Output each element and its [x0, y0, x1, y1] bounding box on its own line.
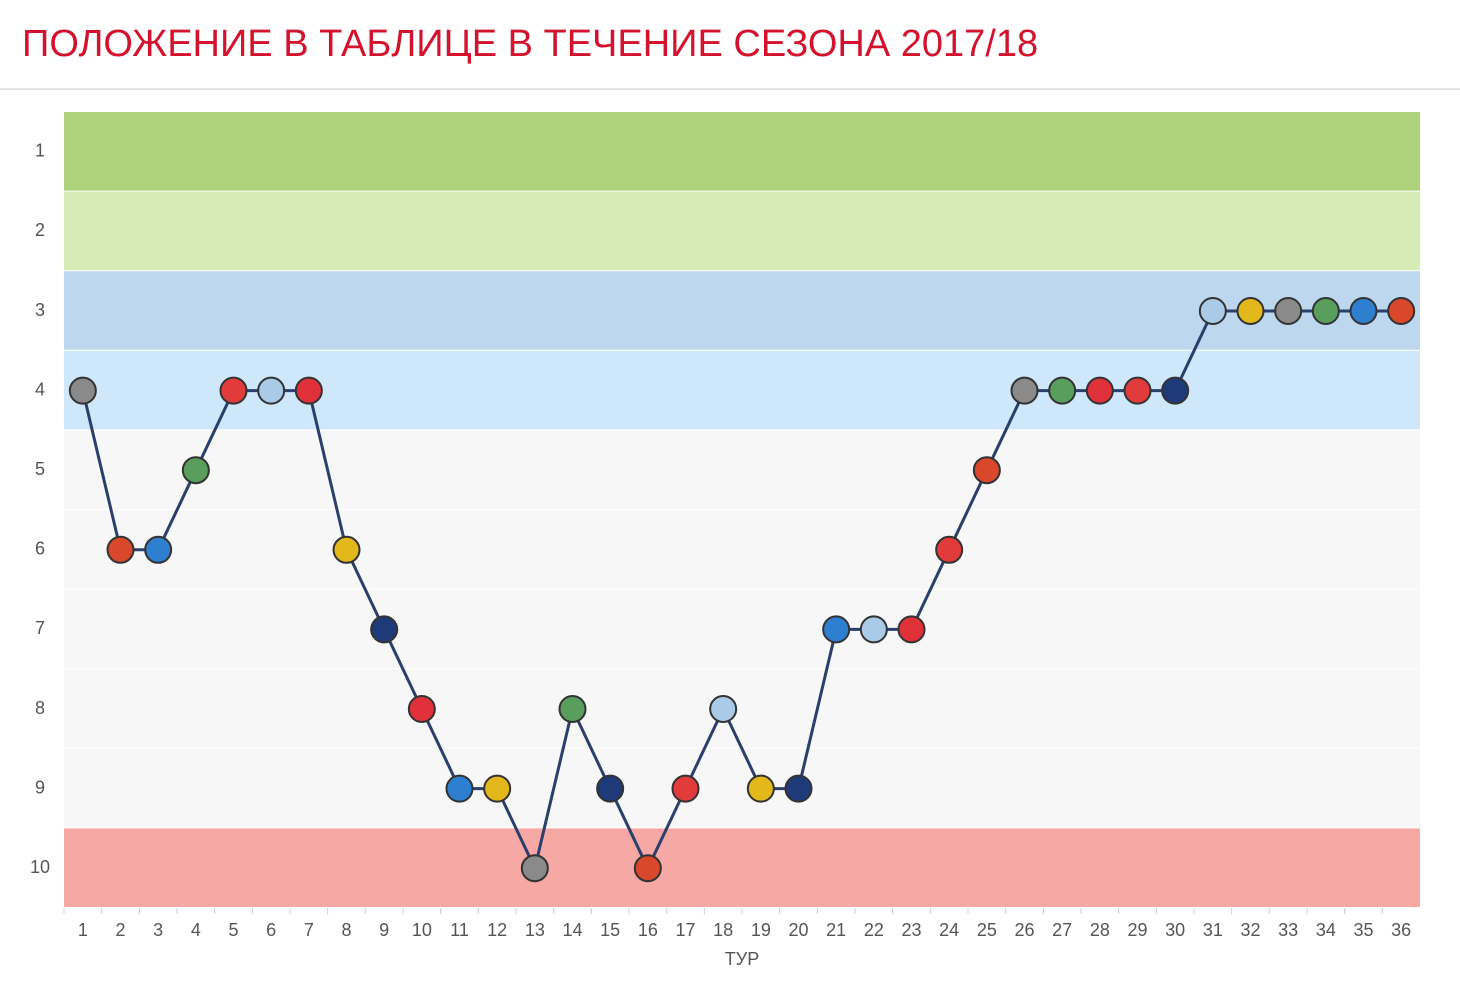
y-tick-label: 9: [35, 777, 45, 797]
x-tick-label: 4: [191, 920, 201, 940]
opponent-marker: [822, 615, 851, 644]
x-tick-label: 33: [1278, 920, 1298, 940]
opponent-marker: [709, 695, 738, 723]
x-tick-label: 22: [864, 920, 884, 940]
x-tick-label: 36: [1391, 920, 1411, 940]
opponent-marker: [520, 854, 549, 883]
x-tick-label: 31: [1203, 920, 1223, 940]
x-tick-label: 28: [1090, 920, 1110, 940]
x-tick-label: 1: [78, 920, 88, 940]
opponent-marker: [181, 456, 210, 485]
x-tick-label: 12: [487, 920, 507, 940]
x-axis-label: ТУР: [725, 949, 759, 969]
y-tick-label: 7: [35, 618, 45, 638]
x-tick-label: 35: [1353, 920, 1373, 940]
y-tick-label: 10: [30, 857, 50, 877]
x-tick-label: 16: [638, 920, 658, 940]
opponent-marker: [558, 695, 587, 723]
x-tick-label: 2: [115, 920, 125, 940]
x-tick-label: 7: [304, 920, 314, 940]
y-tick-label: 4: [35, 379, 45, 399]
x-tick-label: 29: [1127, 920, 1147, 940]
x-tick-label: 24: [939, 920, 959, 940]
opponent-marker: [294, 376, 323, 405]
position-band: [64, 112, 1420, 192]
opponent-marker: [1161, 376, 1190, 405]
opponent-marker: [370, 615, 399, 644]
opponent-marker: [746, 774, 775, 803]
position-band: [64, 430, 1420, 510]
opponent-marker: [407, 695, 436, 723]
opponent-marker: [596, 774, 625, 803]
position-band: [64, 271, 1420, 351]
position-band: [64, 828, 1420, 908]
opponent-marker: [106, 535, 135, 564]
position-band: [64, 191, 1420, 272]
opponent-marker: [1048, 376, 1077, 405]
x-tick-label: 18: [713, 920, 733, 940]
x-tick-label: 17: [675, 920, 695, 940]
x-tick-label: 14: [562, 920, 582, 940]
x-tick-label: 6: [266, 920, 276, 940]
position-band: [64, 669, 1420, 749]
opponent-marker: [1274, 297, 1303, 325]
opponent-marker: [332, 535, 361, 564]
position-band: [64, 510, 1420, 590]
opponent-marker: [1387, 297, 1416, 325]
opponent-marker: [1085, 376, 1114, 405]
x-tick-label: 9: [379, 920, 389, 940]
x-tick-label: 23: [901, 920, 921, 940]
opponent-marker: [935, 535, 964, 564]
opponent-marker: [1123, 376, 1152, 405]
x-tick-label: 34: [1316, 920, 1336, 940]
x-tick-label: 19: [751, 920, 771, 940]
x-tick-label: 30: [1165, 920, 1185, 940]
opponent-marker: [784, 774, 813, 803]
opponent-marker: [1349, 297, 1378, 325]
x-tick-label: 32: [1240, 920, 1260, 940]
x-tick-label: 13: [525, 920, 545, 940]
x-tick-label: 11: [450, 920, 469, 940]
y-tick-label: 5: [35, 459, 45, 479]
opponent-marker: [68, 376, 97, 405]
x-tick-label: 20: [788, 920, 808, 940]
opponent-marker: [1198, 297, 1227, 325]
x-tick-label: 3: [153, 920, 163, 940]
x-tick-label: 27: [1052, 920, 1072, 940]
y-tick-label: 6: [35, 539, 45, 559]
x-tick-label: 26: [1014, 920, 1034, 940]
opponent-marker: [144, 535, 173, 564]
x-tick-label: 8: [341, 920, 351, 940]
opponent-marker: [445, 774, 474, 803]
x-tick-label: 21: [826, 920, 846, 940]
opponent-marker: [219, 376, 248, 405]
x-tick-label: 15: [600, 920, 620, 940]
opponent-marker: [1236, 297, 1265, 325]
chart-title: ПОЛОЖЕНИЕ В ТАБЛИЦЕ В ТЕЧЕНИЕ СЕЗОНА 201…: [22, 23, 1038, 65]
y-tick-label: 1: [35, 141, 45, 161]
opponent-marker: [897, 615, 926, 644]
x-tick-label: 5: [228, 920, 238, 940]
y-tick-label: 2: [35, 220, 45, 240]
opponent-marker: [1010, 376, 1039, 405]
opponent-marker: [1311, 297, 1340, 325]
x-tick-label: 10: [412, 920, 432, 940]
position-band: [64, 748, 1420, 829]
y-tick-label: 8: [35, 698, 45, 718]
opponent-marker: [972, 456, 1001, 485]
opponent-marker: [671, 774, 700, 803]
x-tick-label: 25: [977, 920, 997, 940]
position-band: [64, 589, 1420, 670]
opponent-marker: [633, 854, 662, 883]
opponent-marker: [483, 774, 512, 803]
y-tick-label: 3: [35, 300, 45, 320]
opponent-marker: [859, 615, 888, 644]
opponent-marker: [257, 376, 286, 405]
